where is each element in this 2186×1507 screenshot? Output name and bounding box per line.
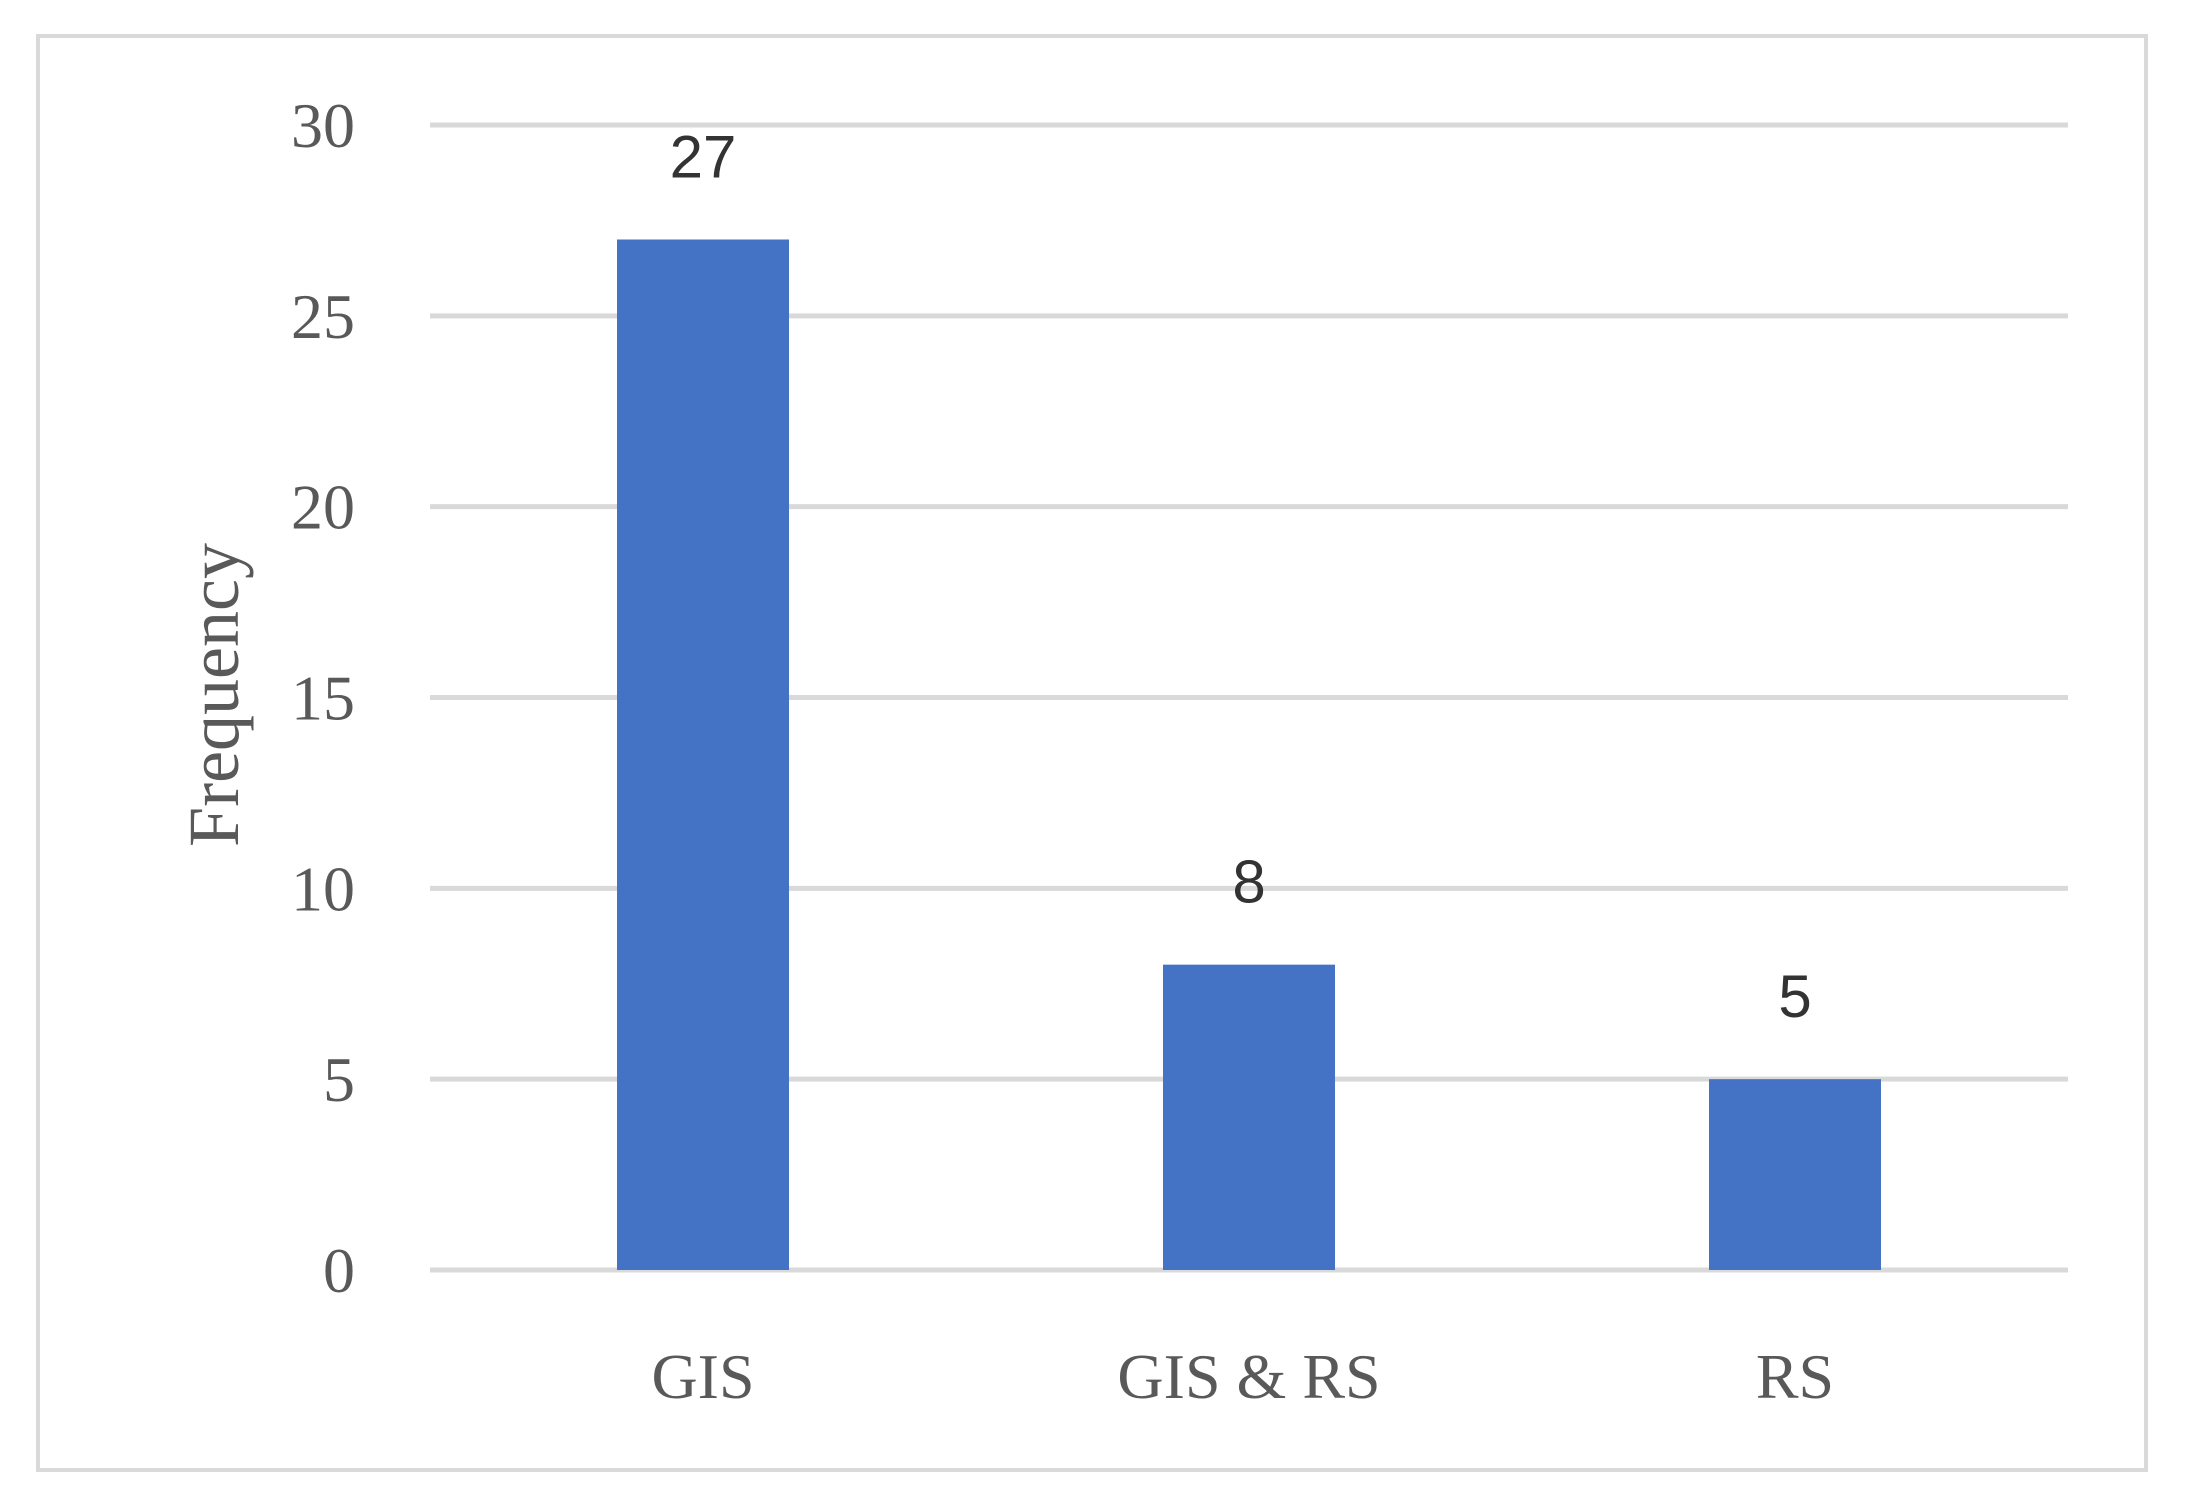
bars: [617, 239, 1881, 1270]
bar-rs: [1709, 1079, 1881, 1270]
x-category-label: GIS & RS: [1117, 1341, 1380, 1412]
y-tick-label: 15: [291, 663, 355, 734]
y-tick-label: 20: [291, 472, 355, 543]
y-axis-title: Frequency: [174, 543, 254, 847]
y-tick-label: 5: [323, 1044, 355, 1115]
y-tick-label: 0: [323, 1235, 355, 1306]
x-category-label: RS: [1756, 1341, 1834, 1412]
x-axis-categories: GIS GIS & RS RS: [651, 1341, 1834, 1412]
data-label: 27: [670, 124, 737, 191]
y-tick-label: 25: [291, 281, 355, 352]
y-tick-label: 30: [291, 90, 355, 161]
bar-gis: [617, 239, 789, 1270]
bar-gis-rs: [1163, 964, 1335, 1270]
x-category-label: GIS: [651, 1341, 754, 1412]
data-labels: 27 8 5: [670, 124, 1812, 1031]
y-axis-ticks: 0 5 10 15 20 25 30: [291, 90, 355, 1306]
y-tick-label: 10: [291, 853, 355, 924]
data-label: 5: [1778, 963, 1811, 1030]
data-label: 8: [1232, 849, 1265, 916]
